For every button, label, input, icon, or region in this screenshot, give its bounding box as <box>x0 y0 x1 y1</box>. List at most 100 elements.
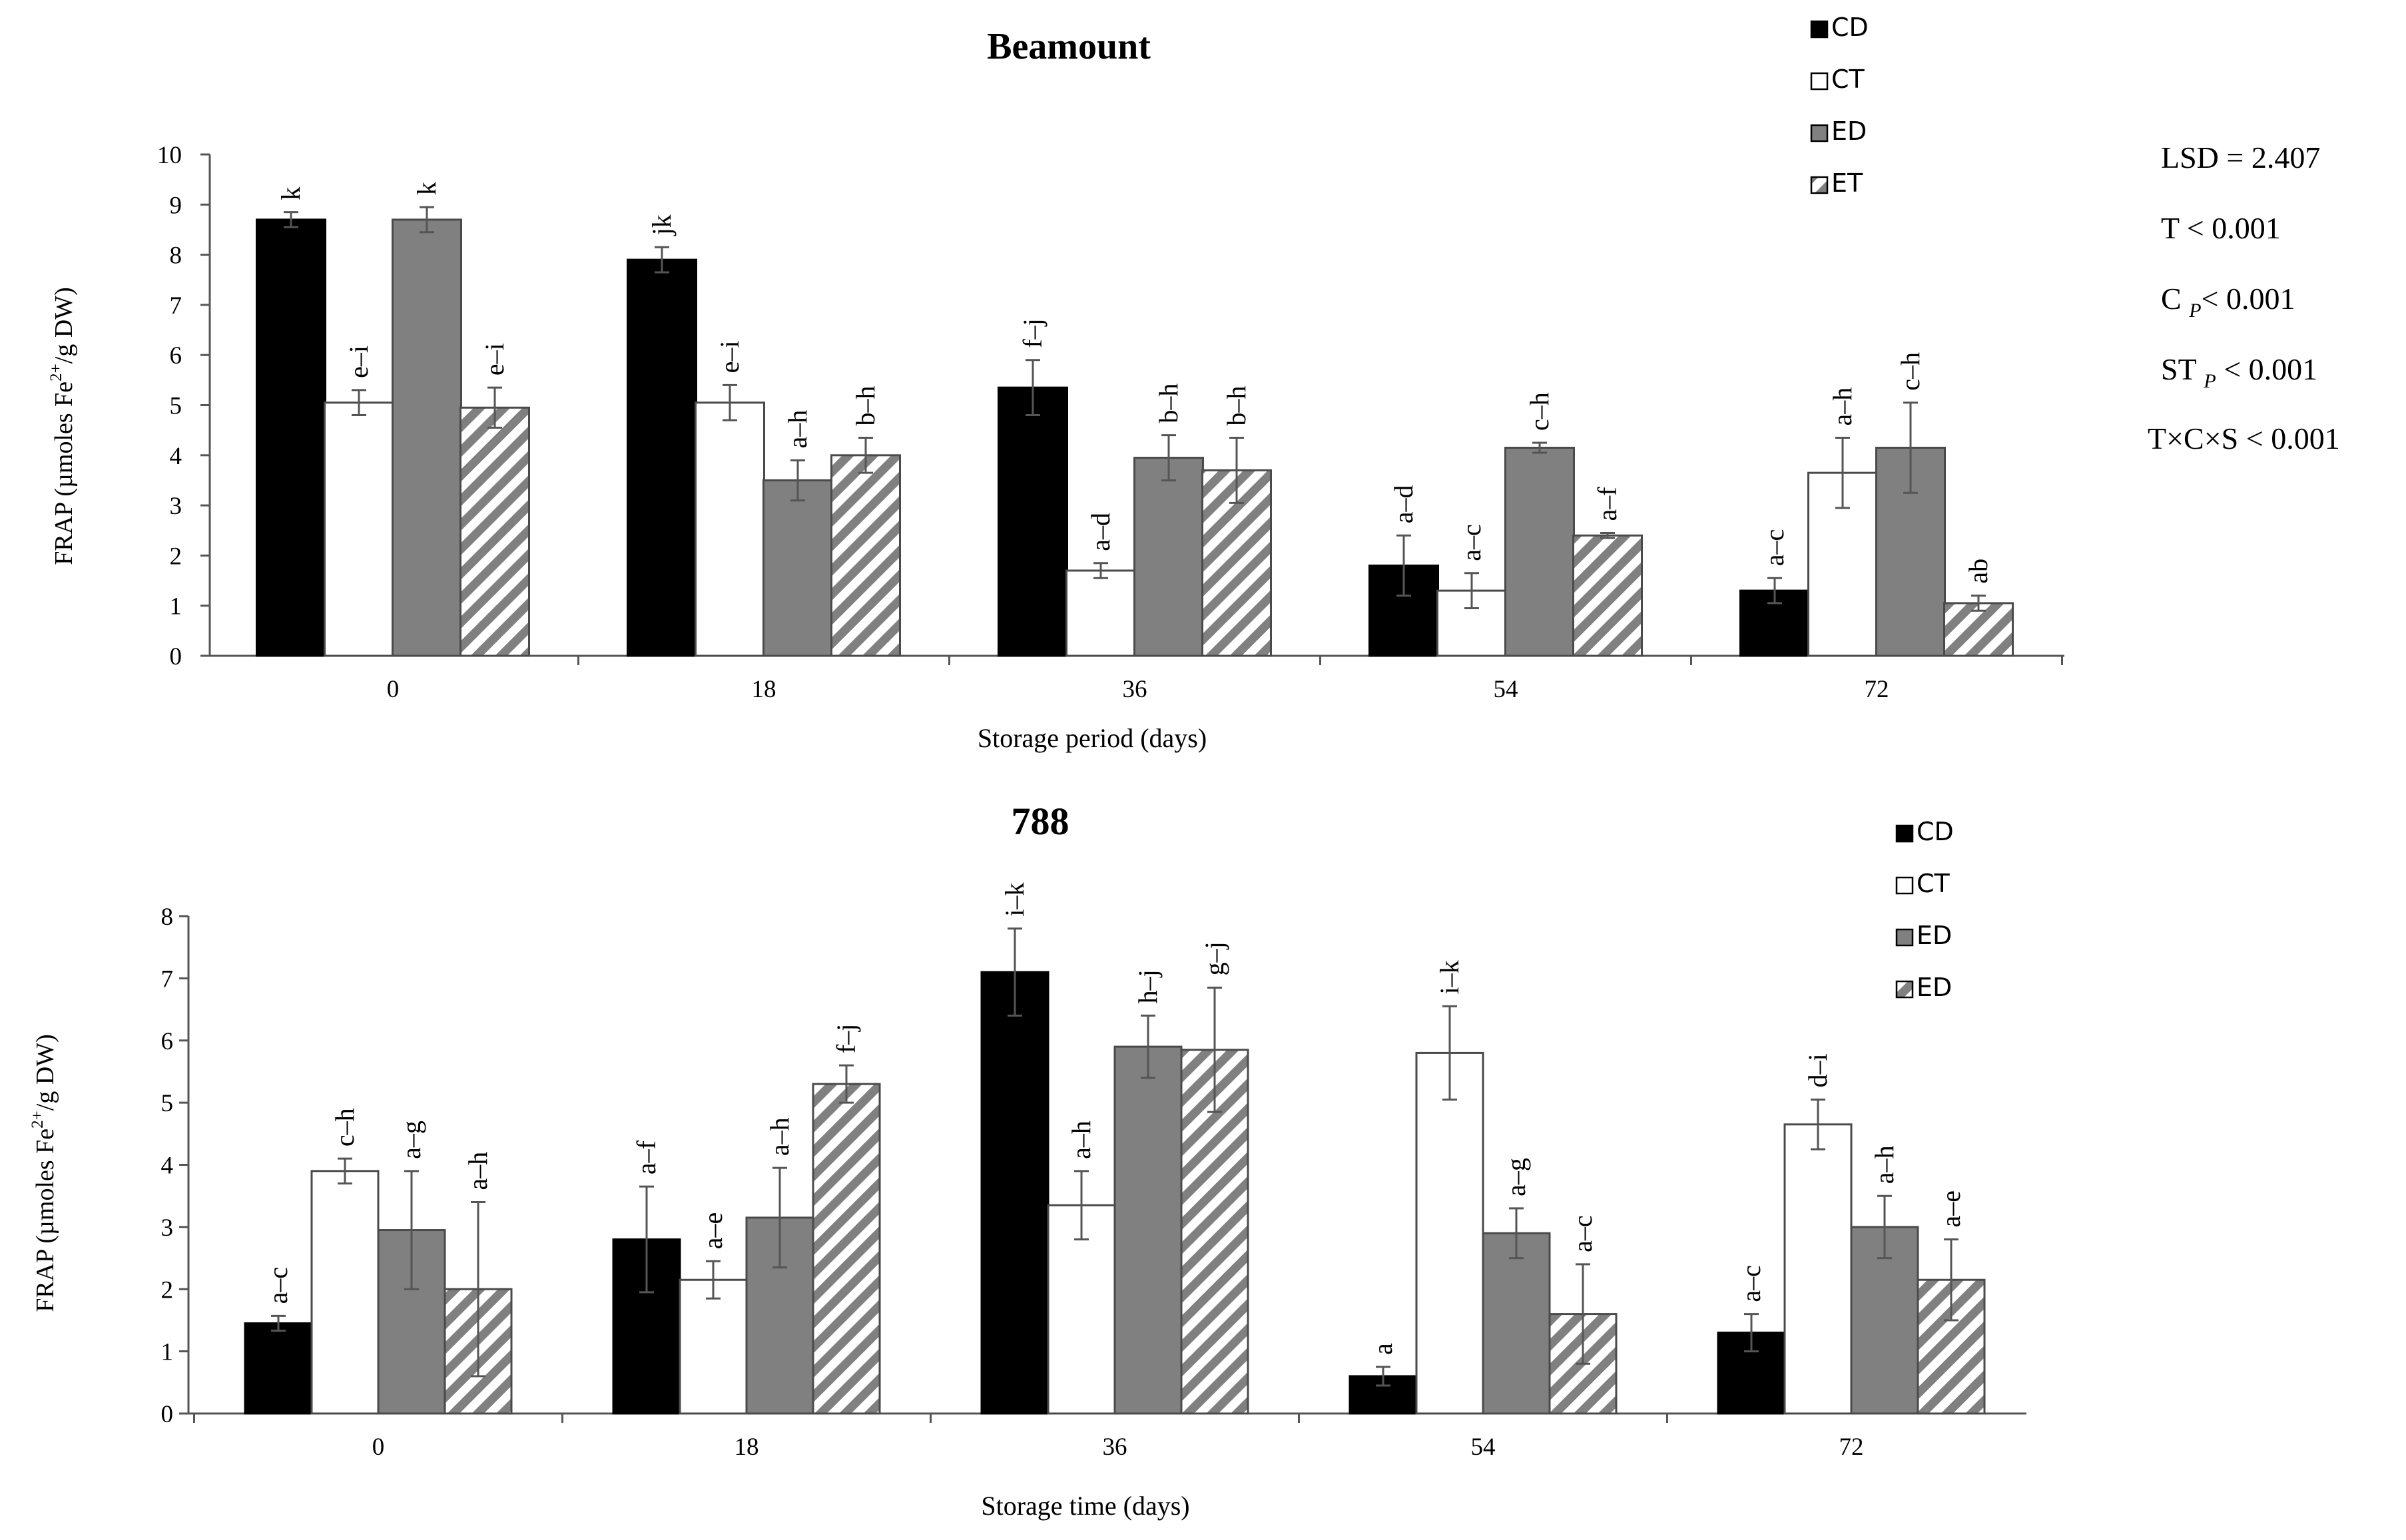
y-tick-label: 3 <box>170 493 182 520</box>
bar-ed-36 <box>1113 1045 1183 1415</box>
chart-788: 788 FRAP (µmoles Fe2+/g DW) Storage time… <box>29 800 2026 1521</box>
significance-label: a–h <box>1066 1121 1096 1159</box>
legend-label: CD <box>1831 13 1869 42</box>
y-tick-label: 0 <box>161 1401 174 1428</box>
y-tick-label: 5 <box>170 393 182 420</box>
legend-swatch <box>1895 824 1914 843</box>
y-tick-label: 7 <box>161 965 174 993</box>
significance-label: a–e <box>698 1212 728 1250</box>
significance-label: jk <box>647 214 677 236</box>
legend-swatch <box>1895 980 1914 999</box>
significance-label: a–f <box>631 1140 661 1174</box>
ticks: 0 1 2 3 4 5 6 7 8 0 18 36 54 72 <box>161 903 1864 1461</box>
bar-ct-72 <box>1783 1123 1853 1415</box>
significance-label: f–j <box>1018 318 1048 348</box>
significance-label: c–h <box>1524 392 1554 431</box>
y-tick-label: 0 <box>170 643 182 670</box>
bar-et-54 <box>1572 534 1643 657</box>
x-tick-label: 36 <box>1103 1433 1127 1461</box>
legend-swatch <box>1895 876 1914 895</box>
significance-label: a–h <box>463 1152 493 1190</box>
significance-label: g–j <box>1199 941 1229 975</box>
legend-label: ED <box>1917 973 1952 1002</box>
significance-label: a–c <box>1456 524 1486 561</box>
bar-ct-36 <box>1065 569 1136 657</box>
significance-label: c–h <box>1895 352 1925 391</box>
bar-ct-18 <box>695 401 765 657</box>
bar-ct-54 <box>1415 1051 1484 1415</box>
y-tick-label: 10 <box>157 142 182 169</box>
bar-cd-0 <box>256 218 326 657</box>
bar-ed-18 <box>762 479 833 657</box>
significance-label: ab <box>1963 559 1993 584</box>
significance-label: a–d <box>1388 485 1418 524</box>
significance-label: e–i <box>715 341 745 374</box>
significance-label: d–i <box>1803 1053 1833 1087</box>
y-tick-label: 4 <box>161 1153 174 1180</box>
significance-label: b–h <box>850 385 880 425</box>
y-tick-label: 6 <box>170 342 182 370</box>
significance-label: f–j <box>831 1024 861 1053</box>
significance-label: a–h <box>764 1117 794 1156</box>
y-tick-label: 2 <box>161 1276 174 1304</box>
significance-label: a–d <box>1085 513 1115 551</box>
bar-ct-54 <box>1436 589 1507 657</box>
bar-et-0 <box>459 406 530 657</box>
legend-label: ED <box>1831 117 1867 146</box>
legend-swatch <box>1810 20 1829 39</box>
legend-label: CD <box>1917 817 1954 846</box>
y-tick-label: 7 <box>170 292 182 320</box>
significance-label: a–c <box>1568 1215 1598 1252</box>
stat-st: ST P < 0.001 <box>2161 352 2317 392</box>
legend: CD CT ED ED <box>1895 817 1954 1002</box>
x-tick-label: 72 <box>1865 676 1889 703</box>
y-tick-label: 8 <box>170 242 182 270</box>
significance-label: a–c <box>1736 1265 1766 1302</box>
significance-label: b–h <box>1153 384 1183 423</box>
bar-cd-36 <box>980 971 1050 1415</box>
significance-label: b–h <box>1221 385 1251 425</box>
x-axis-label: Storage period (days) <box>978 723 1207 753</box>
stat-t: T < 0.001 <box>2161 211 2281 245</box>
significance-label: a–h <box>782 410 812 449</box>
significance-label: i–k <box>1000 883 1030 917</box>
x-tick-label: 36 <box>1123 676 1147 703</box>
y-tick-label: 1 <box>161 1339 174 1366</box>
x-tick-label: 0 <box>387 676 400 703</box>
y-axis-label: FRAP (µmoles Fe2+/g DW) <box>47 287 78 565</box>
legend-swatch <box>1810 72 1829 91</box>
significance-label: k <box>412 182 442 195</box>
legend-swatch <box>1810 176 1829 194</box>
legend-label: CT <box>1917 869 1951 898</box>
significance-label: a–h <box>1869 1145 1899 1184</box>
stats-block: LSD = 2.407 T < 0.001 C P< 0.001 ST P < … <box>2148 140 2340 455</box>
x-tick-label: 54 <box>1494 676 1518 703</box>
chart-title: Beamount <box>987 26 1151 67</box>
bars: a–c a–f i–k a a–c c–h a–e a–h i–k d–i a–g a–h h–j a–g… <box>244 883 1986 1415</box>
significance-label: a <box>1368 1343 1398 1355</box>
bar-ct-0 <box>324 401 394 657</box>
significance-label: i–k <box>1434 960 1464 994</box>
x-tick-label: 72 <box>1839 1433 1864 1461</box>
significance-label: a–h <box>1827 387 1857 426</box>
significance-label: a–e <box>1936 1190 1966 1228</box>
legend-swatch <box>1810 124 1829 142</box>
bar-et-18 <box>830 454 901 657</box>
chart-title: 788 <box>1012 800 1069 843</box>
ticks: 0 1 2 3 4 5 6 7 8 9 10 0 18 36 54 72 <box>157 142 2063 703</box>
significance-label: a–c <box>1759 529 1789 567</box>
bar-cd-18 <box>627 258 697 657</box>
chart-beamount: Beamount FRAP (µmoles Fe2+/g DW) Storage… <box>47 13 2064 753</box>
bar-ed-54 <box>1482 1232 1551 1415</box>
stat-lsd: LSD = 2.407 <box>2161 140 2320 174</box>
significance-label: k <box>276 187 306 200</box>
significance-label: c–h <box>330 1108 360 1147</box>
bar-ed-0 <box>392 218 462 657</box>
significance-label: e–i <box>479 343 509 376</box>
y-tick-label: 4 <box>170 443 182 470</box>
x-axis-label: Storage time (days) <box>981 1491 1189 1521</box>
bar-ct-18 <box>679 1278 748 1415</box>
significance-label: a–f <box>1592 487 1622 521</box>
bar-cd-0 <box>244 1322 313 1415</box>
